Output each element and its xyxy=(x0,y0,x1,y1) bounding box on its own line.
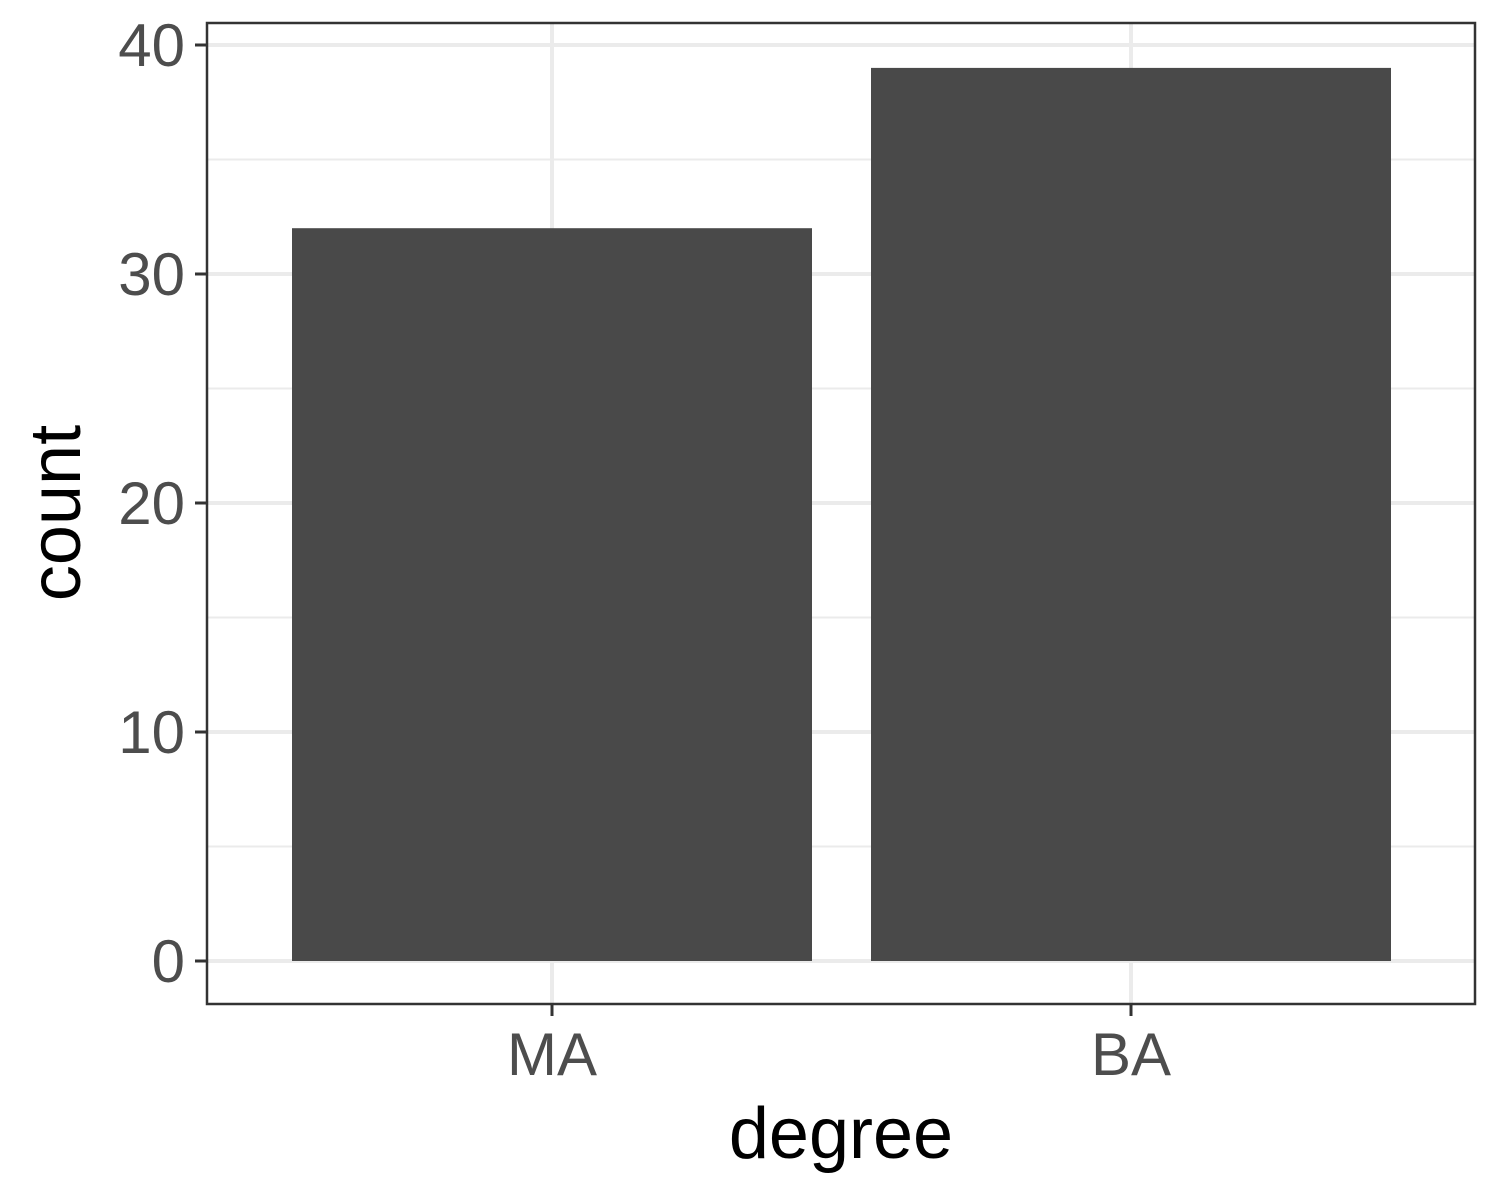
x-tick-label: BA xyxy=(1091,1021,1171,1088)
y-tick-label: 40 xyxy=(118,12,185,79)
y-tick-label: 10 xyxy=(118,699,185,766)
axis-ticks xyxy=(195,43,1133,1016)
panel-border xyxy=(205,21,1477,1006)
y-tick-label: 20 xyxy=(118,470,185,537)
bar-ba xyxy=(871,67,1391,961)
x-tick-label: MA xyxy=(507,1021,597,1088)
bar-ma xyxy=(292,228,812,961)
bars xyxy=(292,67,1391,961)
y-axis-title: count xyxy=(16,425,96,601)
y-tick-labels: 0 10 20 30 40 xyxy=(118,12,185,995)
y-tick-label: 0 xyxy=(152,928,185,995)
x-tick-labels: MA BA xyxy=(507,1021,1171,1088)
x-axis-title: degree xyxy=(729,1094,953,1174)
y-tick-label: 30 xyxy=(118,241,185,308)
